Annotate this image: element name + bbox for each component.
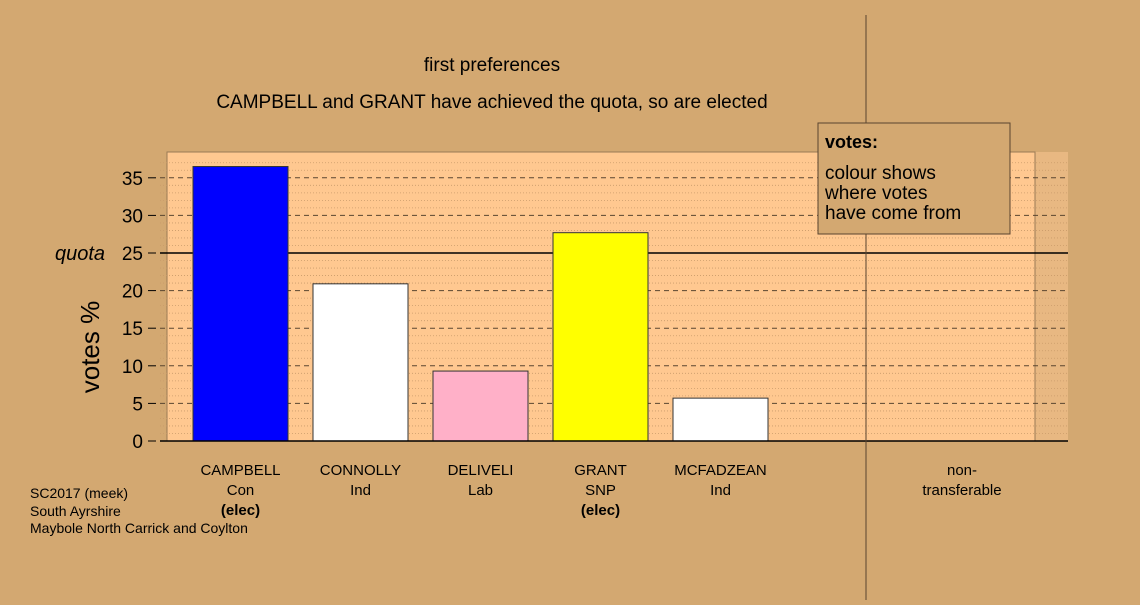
x-labels: CAMPBELL Con (elec) CONNOLLY Ind DELIVELI Lab G… (200, 462, 766, 519)
candidate-party: Lab (468, 482, 493, 499)
bar-grant (552, 232, 649, 442)
chart-title: first preferences (424, 55, 560, 76)
quota-label: quota (55, 243, 105, 265)
footnote-line-3: Maybole North Carrick and Coylton (30, 520, 248, 536)
y-axis-label: votes % (75, 301, 105, 394)
chart-subtitle: CAMPBELL and GRANT have achieved the quo… (216, 92, 767, 113)
legend-line-2: where votes (824, 183, 927, 204)
footnote-line-2: South Ayrshire (30, 503, 121, 519)
candidate-name: GRANT (574, 462, 627, 479)
footnote-line-1: SC2017 (meek) (30, 485, 128, 501)
candidate-party: Con (227, 482, 255, 499)
y-tick-label: 25 (122, 244, 143, 265)
candidate-status: (elec) (581, 502, 620, 519)
legend: votes: colour shows where votes have com… (817, 122, 1011, 235)
legend-box (817, 122, 1011, 235)
bar-deliveli (432, 370, 529, 442)
candidate-name: CAMPBELL (200, 462, 280, 479)
y-tick-label: 5 (132, 394, 143, 415)
legend-title: votes: (825, 132, 878, 152)
y-tick-label: 30 (122, 206, 143, 227)
y-tick-label: 35 (122, 169, 143, 190)
nontransferable-label-2: transferable (922, 482, 1001, 499)
candidate-name: DELIVELI (448, 462, 514, 479)
bar-mcfadzean (672, 397, 769, 442)
y-tick-label: 10 (122, 357, 143, 378)
candidate-party: SNP (585, 482, 616, 499)
candidate-name: CONNOLLY (320, 462, 401, 479)
candidate-party: Ind (710, 482, 731, 499)
bar-campbell (192, 166, 289, 442)
candidate-name: MCFADZEAN (674, 462, 767, 479)
legend-line-3: have come from (825, 203, 961, 224)
y-tick-label: 15 (122, 319, 143, 340)
y-tick-label: 0 (132, 432, 143, 453)
candidate-status: (elec) (221, 502, 260, 519)
bars (192, 166, 769, 442)
legend-line-1: colour shows (825, 163, 936, 184)
y-axis: 0 5 10 15 20 25 30 35 (122, 169, 156, 453)
bar-connolly (312, 283, 409, 442)
candidate-party: Ind (350, 482, 371, 499)
plot-area-right-shade (1035, 152, 1068, 441)
nontransferable-label-1: non- (947, 462, 977, 479)
y-tick-label: 20 (122, 282, 143, 303)
